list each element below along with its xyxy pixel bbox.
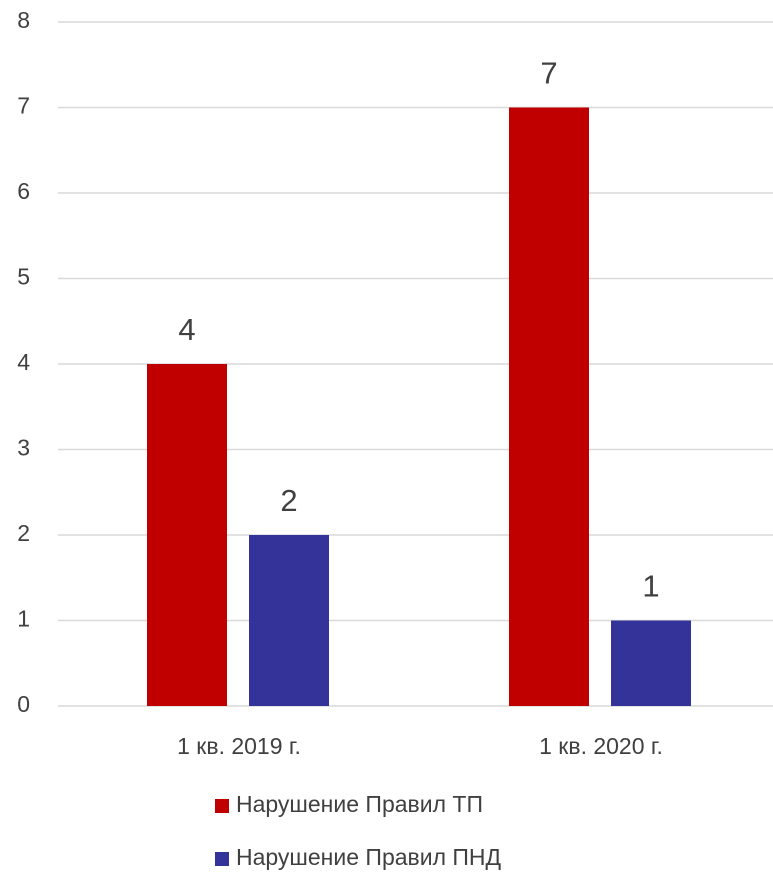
legend-swatch bbox=[215, 852, 229, 866]
y-tick-label: 8 bbox=[17, 7, 30, 33]
y-tick-label: 2 bbox=[17, 520, 30, 546]
legend-swatch bbox=[215, 799, 229, 813]
data-label: 1 bbox=[642, 569, 659, 604]
legend-label: Нарушение Правил ТП bbox=[236, 791, 483, 817]
y-tick-label: 1 bbox=[17, 606, 30, 632]
y-tick-label: 7 bbox=[17, 93, 30, 119]
x-tick-label: 1 кв. 2020 г. bbox=[539, 733, 663, 759]
data-label: 7 bbox=[540, 56, 557, 91]
data-label: 4 bbox=[178, 312, 195, 347]
y-tick-label: 6 bbox=[17, 178, 30, 204]
bar bbox=[509, 107, 589, 706]
bar bbox=[249, 535, 329, 706]
y-tick-label: 3 bbox=[17, 435, 30, 461]
data-label: 2 bbox=[280, 483, 297, 518]
y-tick-label: 0 bbox=[17, 691, 30, 717]
bar bbox=[147, 364, 227, 706]
x-tick-label: 1 кв. 2019 г. bbox=[177, 733, 301, 759]
bar bbox=[611, 620, 691, 706]
y-tick-label: 5 bbox=[17, 264, 30, 290]
y-tick-label: 4 bbox=[17, 349, 30, 375]
legend-label: Нарушение Правил ПНД bbox=[236, 844, 502, 870]
